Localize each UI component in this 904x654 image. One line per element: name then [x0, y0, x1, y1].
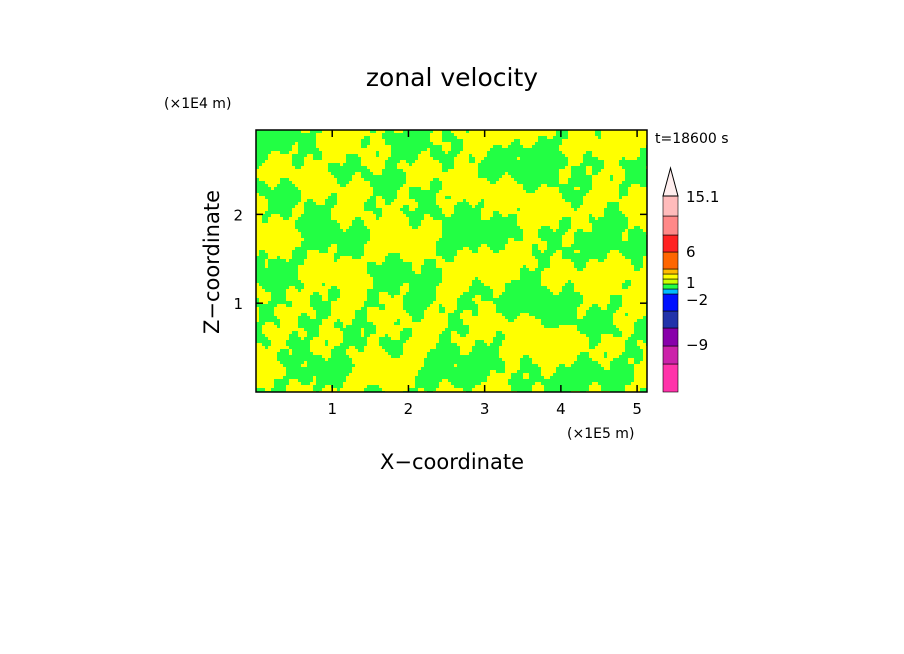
plot-frame — [255, 129, 648, 393]
colorbar-label: 15.1 — [686, 188, 719, 206]
colorbar-segment — [662, 327, 679, 347]
velocity-field — [256, 130, 647, 392]
colorbar-segment — [662, 293, 679, 312]
colorbar-label: −9 — [686, 336, 708, 354]
x-tick-label: 5 — [632, 400, 642, 418]
y-tick-label: 1 — [233, 295, 243, 313]
y-tick-label: 2 — [233, 206, 243, 224]
colorbar-segment — [662, 278, 679, 285]
chart-title: zonal velocity — [366, 63, 538, 92]
colorbar-segment — [662, 363, 679, 393]
colorbar-label: 1 — [686, 274, 696, 292]
colorbar-segment — [662, 251, 679, 270]
colorbar: 15.1 6 1−2 −9 — [662, 166, 719, 393]
colorbar-segment — [662, 310, 679, 329]
x-axis-label: X−coordinate — [380, 450, 524, 474]
y-unit-label: (×1E4 m) — [164, 96, 231, 112]
x-tick-label: 4 — [556, 400, 566, 418]
colorbar-over-arrow — [662, 166, 679, 197]
axis-ticks: 1 2 3 4 5 1 2 — [233, 130, 647, 418]
colorbar-segment — [662, 195, 679, 217]
colorbar-segment — [662, 268, 679, 275]
colorbar-segment — [662, 345, 679, 365]
y-axis-label: Z−coordinate — [200, 190, 224, 334]
colorbar-label: 6 — [686, 243, 696, 261]
time-label: t=18600 s — [655, 131, 729, 147]
x-tick-label: 2 — [404, 400, 414, 418]
x-tick-label: 3 — [480, 400, 490, 418]
x-unit-label: (×1E5 m) — [567, 426, 634, 442]
colorbar-segment — [662, 215, 679, 236]
colorbar-segment — [662, 234, 679, 253]
x-tick-label: 1 — [327, 400, 337, 418]
field-secondary-regions — [256, 130, 647, 392]
colorbar-segment — [662, 283, 679, 290]
colorbar-segment — [662, 273, 679, 280]
colorbar-segment — [662, 288, 679, 295]
colorbar-label: −2 — [686, 291, 708, 309]
